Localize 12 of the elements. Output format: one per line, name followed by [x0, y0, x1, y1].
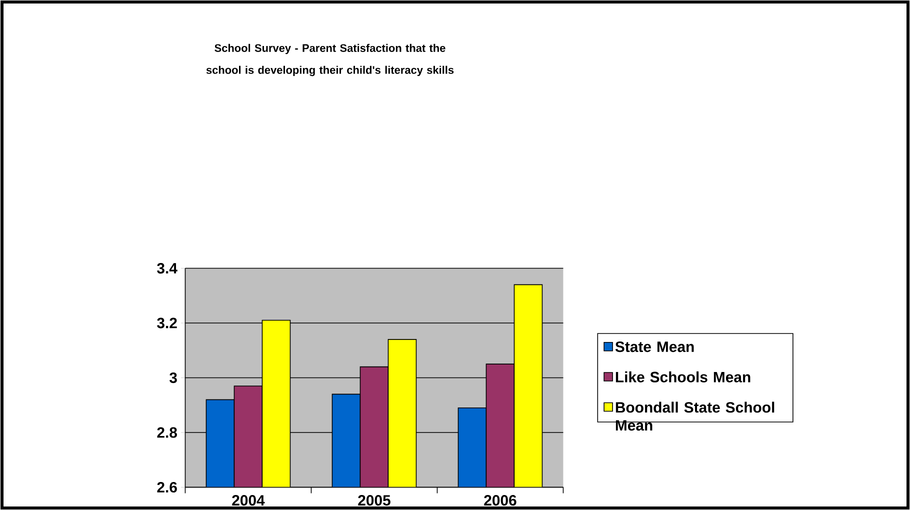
x-tick-label: 2005: [358, 495, 390, 506]
y-tick-label: 2.6: [157, 482, 177, 493]
y-tick-label: 3.2: [157, 318, 177, 328]
legend-label: Boondall State School Mean: [616, 402, 774, 431]
y-tick-label: 2.8: [157, 427, 177, 438]
x-tick-label: 2004: [232, 495, 265, 506]
y-tick-label: 3: [169, 372, 177, 384]
x-tick-label: 2006: [484, 495, 516, 506]
chart-title: School Survey - Parent Satisfaction that the school is developing their child's literacy skills: [206, 44, 454, 76]
y-tick-label: 3.4: [157, 262, 178, 274]
legend-label: Like Schools Mean: [616, 371, 750, 382]
legend-label: State Mean: [615, 341, 694, 352]
